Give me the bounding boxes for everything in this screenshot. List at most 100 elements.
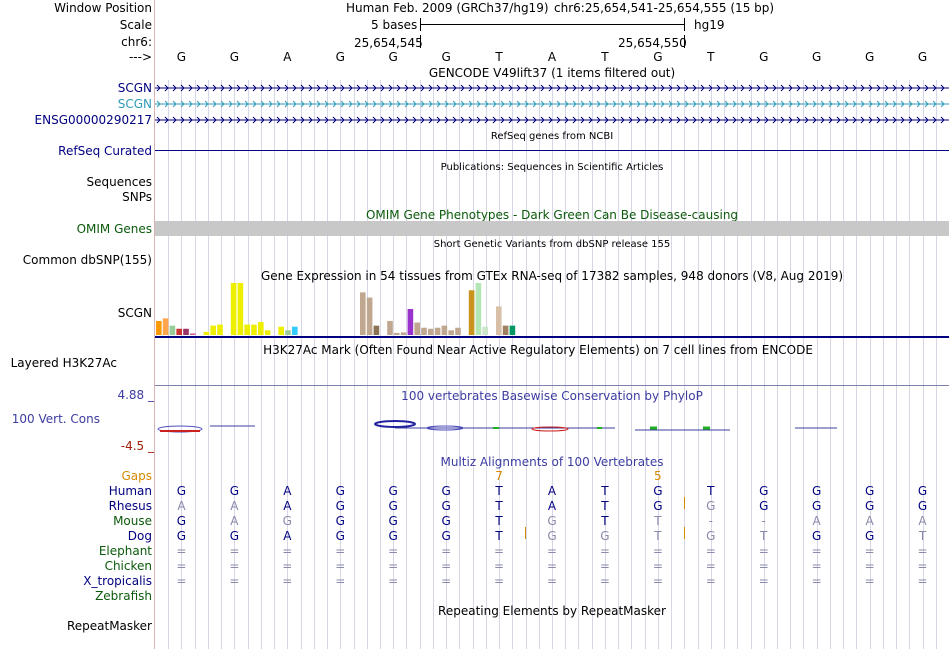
gtex-tissue-bar[interactable] xyxy=(244,324,250,335)
strand-arrow-icon xyxy=(596,116,601,124)
gtex-tissue-bar[interactable] xyxy=(292,326,298,335)
phylop-graph[interactable] xyxy=(155,419,950,439)
phylop-label[interactable]: 100 Vert. Cons xyxy=(11,412,100,426)
gtex-tissue-bar[interactable] xyxy=(169,325,176,335)
alignment-base: G xyxy=(864,484,875,498)
strand-arrow-icon xyxy=(684,100,689,108)
gtex-tissue-bar[interactable] xyxy=(428,328,434,335)
gtex-tissue-bar[interactable] xyxy=(360,292,366,335)
scale-bar xyxy=(420,24,684,25)
strand-arrow-icon xyxy=(308,84,313,92)
species-label[interactable]: Mouse xyxy=(113,514,152,528)
gencode-item-label[interactable]: SCGN xyxy=(117,97,152,111)
gtex-tissue-bar[interactable] xyxy=(183,328,189,335)
gtex-tissue-bar[interactable] xyxy=(156,320,162,335)
strand-arrow-icon xyxy=(652,100,657,108)
h3k27ac-label[interactable]: Layered H3K27Ac xyxy=(10,356,117,370)
gencode-item-label[interactable]: SCGN xyxy=(117,81,152,95)
gtex-tissue-bar[interactable] xyxy=(278,326,284,335)
gtex-tissue-bar[interactable] xyxy=(509,325,516,335)
strand-arrow-icon xyxy=(236,84,241,92)
strand-arrow-icon xyxy=(484,100,489,108)
strand-arrow-icon xyxy=(412,116,417,124)
strand-arrow-icon xyxy=(580,100,585,108)
strand-arrow-icon xyxy=(220,100,225,108)
gtex-tissue-bar[interactable] xyxy=(366,297,373,335)
strand-arrow-icon xyxy=(420,84,425,92)
gtex-label[interactable]: SCGN xyxy=(117,306,152,320)
gtex-tissue-bar[interactable] xyxy=(210,325,216,335)
repeatmasker-label[interactable]: RepeatMasker xyxy=(66,619,152,633)
publications-label-snps[interactable]: SNPs xyxy=(122,190,152,204)
gtex-tissue-bar[interactable] xyxy=(475,283,482,335)
gencode-features[interactable] xyxy=(155,80,950,130)
gtex-tissue-bar[interactable] xyxy=(285,330,291,335)
gtex-tissue-bar[interactable] xyxy=(373,325,380,335)
alignment-base: A xyxy=(230,499,239,513)
strand-arrow-icon xyxy=(516,116,521,124)
gtex-tissue-bar[interactable] xyxy=(502,325,509,335)
gtex-tissue-bar[interactable] xyxy=(421,327,427,335)
species-label[interactable]: Elephant xyxy=(98,544,152,558)
alignment-base: = xyxy=(335,574,346,588)
gaps-label[interactable]: Gaps xyxy=(121,469,152,483)
omim-feature-bar[interactable] xyxy=(155,221,949,236)
species-label[interactable]: Human xyxy=(108,484,152,498)
gtex-bar-chart[interactable] xyxy=(155,283,950,339)
refseq-feature-line[interactable] xyxy=(155,150,949,151)
sequence-base: G xyxy=(335,50,345,64)
strand-arrow-icon xyxy=(596,100,601,108)
strand-arrow-icon xyxy=(348,84,353,92)
species-label[interactable]: X_tropicalis xyxy=(83,574,152,588)
dbsnp-label[interactable]: Common dbSNP(155) xyxy=(22,253,152,267)
gtex-tissue-bar[interactable] xyxy=(455,327,461,335)
strand-arrow-icon xyxy=(172,116,177,124)
gtex-tissue-bar[interactable] xyxy=(441,325,448,335)
strand-arrow-icon xyxy=(476,100,481,108)
gtex-tissue-bar[interactable] xyxy=(434,327,441,335)
alignment-base: = xyxy=(441,574,452,588)
gtex-tissue-bar[interactable] xyxy=(400,332,407,335)
species-label[interactable]: Zebrafish xyxy=(95,589,152,603)
gtex-tissue-bar[interactable] xyxy=(258,322,264,335)
alignment-base: A xyxy=(865,514,874,528)
gtex-tissue-bar[interactable] xyxy=(414,322,420,335)
gtex-tissue-bar[interactable] xyxy=(407,309,414,335)
gridline xyxy=(234,80,236,649)
gencode-item-label[interactable]: ENSG00000290217 xyxy=(34,113,152,127)
gtex-tissue-bar[interactable] xyxy=(468,290,475,335)
gtex-tissue-bar[interactable] xyxy=(387,320,393,335)
gtex-tissue-bar[interactable] xyxy=(162,318,169,335)
species-label[interactable]: Rhesus xyxy=(108,499,152,513)
gtex-tissue-bar[interactable] xyxy=(203,331,210,335)
alignment-base: = xyxy=(917,544,928,558)
gtex-tissue-bar[interactable] xyxy=(176,328,182,335)
gtex-tissue-bar[interactable] xyxy=(237,283,244,335)
strand-arrow-icon xyxy=(628,116,633,124)
strand-arrow-icon xyxy=(236,100,241,108)
alignment-base: T xyxy=(707,484,715,498)
alignment-base: = xyxy=(864,574,875,588)
gridline xyxy=(684,80,686,649)
gtex-tissue-bar[interactable] xyxy=(394,332,400,335)
gtex-tissue-bar[interactable] xyxy=(217,324,223,335)
gtex-tissue-bar[interactable] xyxy=(448,330,454,335)
strand-arrow-icon xyxy=(332,100,337,108)
omim-label[interactable]: OMIM Genes xyxy=(76,222,152,236)
gtex-tissue-bar[interactable] xyxy=(230,283,237,335)
gtex-tissue-bar[interactable] xyxy=(264,330,271,335)
gtex-tissue-bar[interactable] xyxy=(482,326,488,335)
strand-arrow-icon xyxy=(204,100,209,108)
refseq-label[interactable]: RefSeq Curated xyxy=(58,144,152,158)
strand-arrow-icon xyxy=(540,100,545,108)
strand-arrow-icon xyxy=(180,84,185,92)
alignment-base: G xyxy=(176,529,187,543)
sequence-base: T xyxy=(707,50,715,64)
gtex-tissue-bar[interactable] xyxy=(496,306,502,335)
species-label[interactable]: Dog xyxy=(127,529,152,543)
gtex-tissue-bar[interactable] xyxy=(190,333,196,335)
species-label[interactable]: Chicken xyxy=(104,559,152,573)
publications-label-sequences[interactable]: Sequences xyxy=(86,175,152,189)
gtex-tissue-bar[interactable] xyxy=(251,324,257,335)
